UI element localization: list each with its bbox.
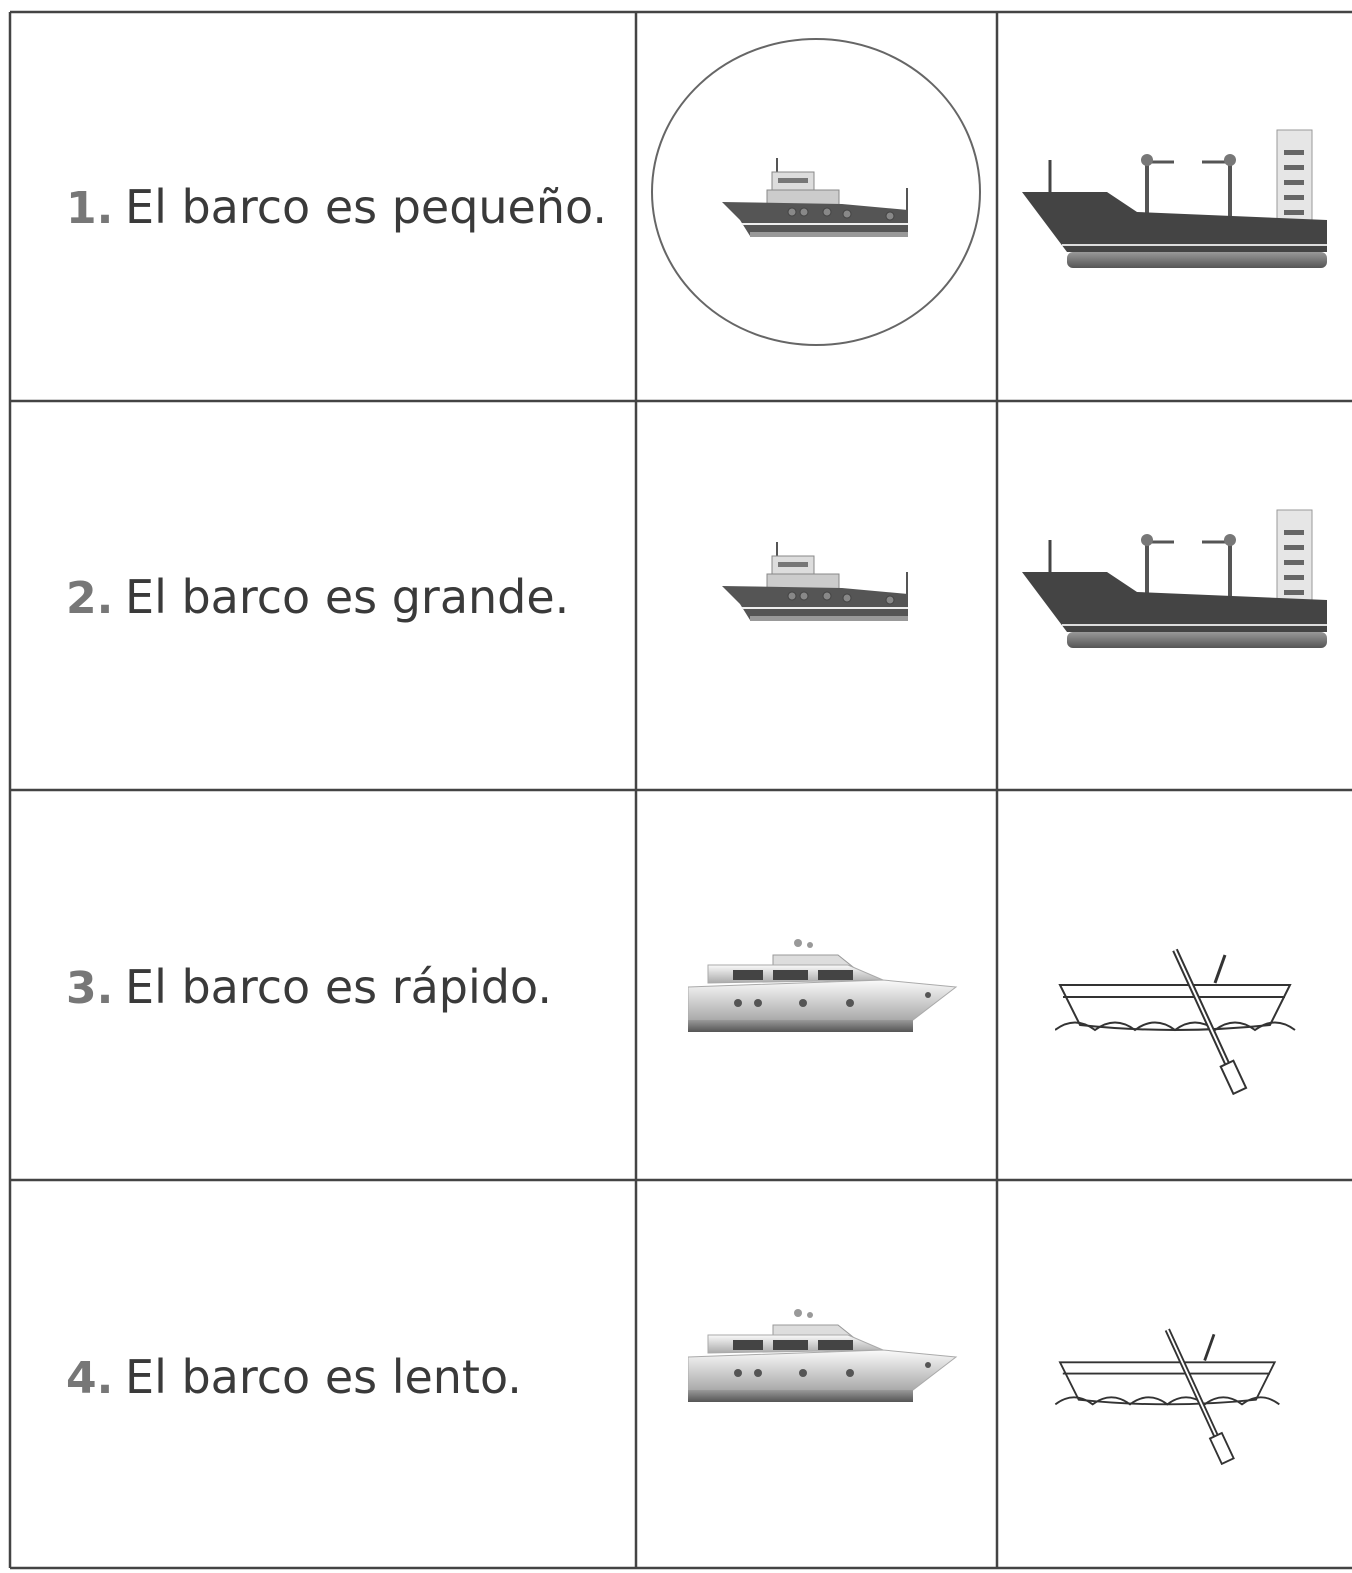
row: 2. El barco es grande. bbox=[66, 508, 1329, 650]
large-ship bbox=[1022, 508, 1329, 650]
sentence: El barco es rápido. bbox=[125, 960, 552, 1014]
row: 4. El barco es lento. bbox=[66, 1308, 1279, 1464]
large-ship bbox=[1022, 128, 1329, 270]
table-grid bbox=[8, 10, 1352, 1570]
item-number: 1. bbox=[66, 183, 113, 234]
small-boat bbox=[722, 158, 909, 238]
rowboat bbox=[1055, 950, 1295, 1094]
row: 1. El barco es pequeño. bbox=[66, 38, 1329, 346]
answer-circle bbox=[651, 38, 981, 346]
small-boat bbox=[722, 542, 909, 622]
sentence: El barco es grande. bbox=[125, 570, 569, 624]
rowboat bbox=[1055, 1330, 1279, 1464]
sentence: El barco es pequeño. bbox=[125, 180, 607, 234]
item-number: 3. bbox=[66, 963, 113, 1014]
row: 3. El barco es rápido. bbox=[66, 938, 1295, 1094]
item-number: 2. bbox=[66, 573, 113, 624]
sentence: El barco es lento. bbox=[125, 1350, 522, 1404]
fast-boat bbox=[688, 1308, 957, 1403]
item-number: 4. bbox=[66, 1353, 113, 1404]
fast-boat bbox=[688, 938, 957, 1033]
